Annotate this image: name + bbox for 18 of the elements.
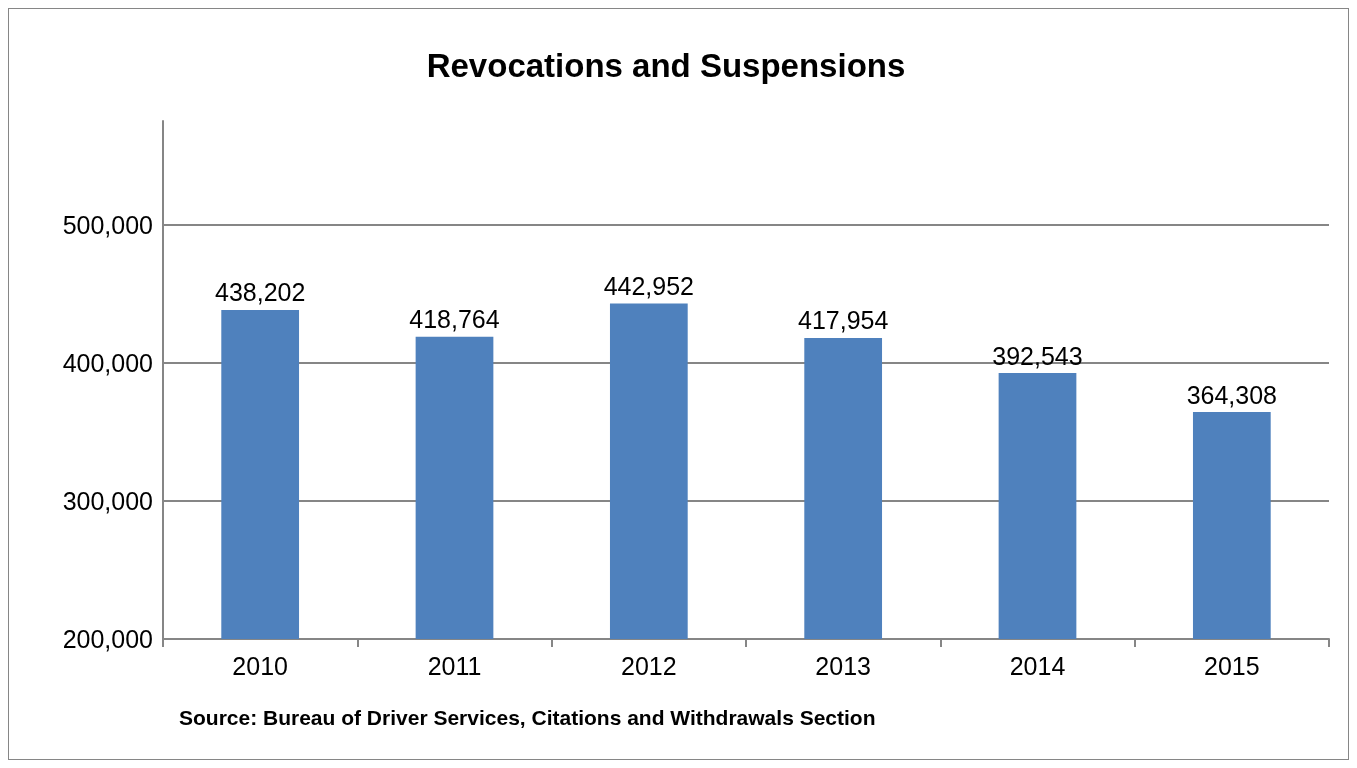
x-tick-label: 2012 bbox=[621, 651, 677, 680]
data-label: 418,764 bbox=[409, 305, 500, 334]
y-tick-label: 400,000 bbox=[62, 348, 153, 377]
x-tick-label: 2014 bbox=[1009, 651, 1066, 680]
data-label: 438,202 bbox=[214, 278, 306, 307]
x-tick-label: 2010 bbox=[232, 651, 288, 680]
chart-title: Revocations and Suspensions bbox=[426, 47, 906, 84]
y-tick-label: 300,000 bbox=[62, 486, 153, 515]
data-label: 442,952 bbox=[603, 271, 695, 300]
x-tick-label: 2015 bbox=[1204, 651, 1260, 680]
y-tick-label: 500,000 bbox=[62, 210, 153, 239]
x-tick-label: 2013 bbox=[815, 651, 871, 680]
data-label: 392,543 bbox=[992, 341, 1083, 370]
x-tick-label: 2011 bbox=[427, 651, 482, 680]
data-label: 417,954 bbox=[797, 306, 889, 335]
source-note: Source: Bureau of Driver Services, Citations and Withdrawals Section bbox=[179, 706, 876, 729]
y-tick-label: 200,000 bbox=[62, 625, 153, 653]
data-label: 364,308 bbox=[1186, 380, 1278, 409]
